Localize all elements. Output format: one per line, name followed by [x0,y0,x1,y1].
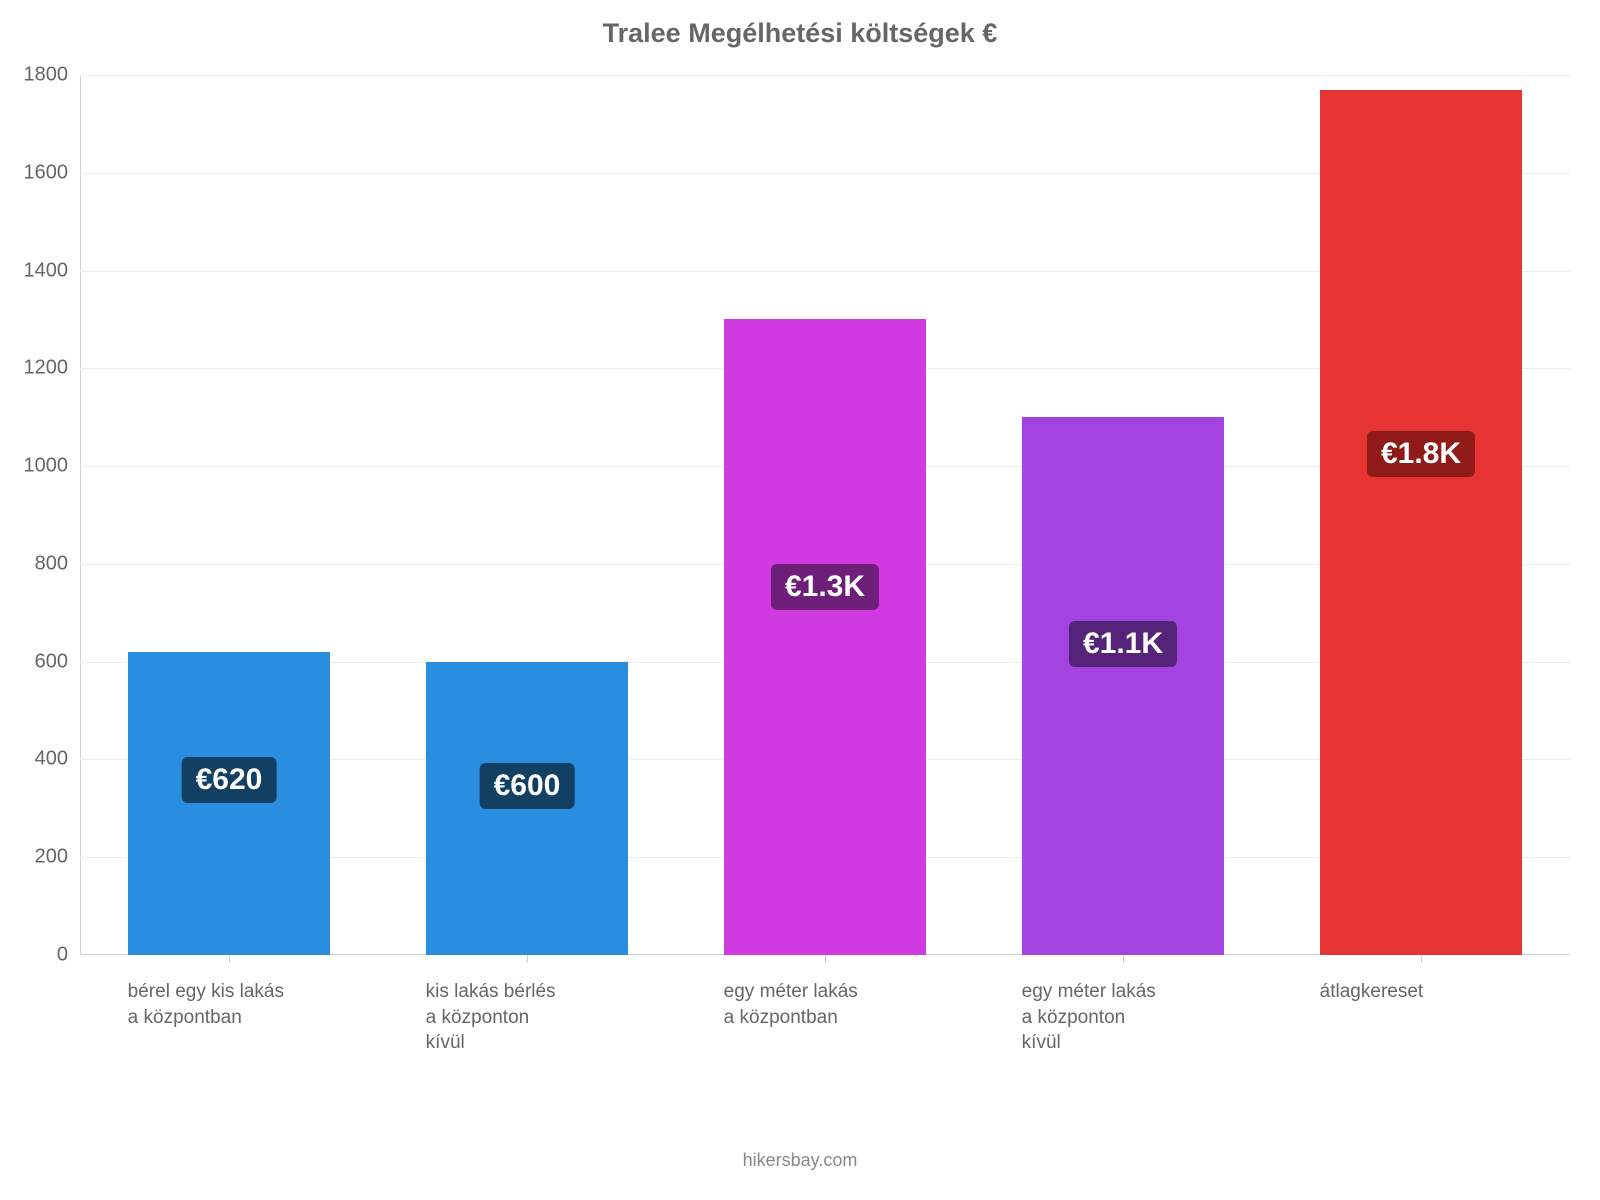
x-tick [527,955,528,963]
y-axis-line [80,75,81,955]
y-tick-label: 0 [57,944,68,967]
y-tick-label: 1200 [24,357,69,380]
bar [724,319,927,955]
value-badge: €600 [480,763,575,809]
attribution-label: hikersbay.com [0,1150,1600,1171]
x-tick [825,955,826,963]
y-tick-label: 600 [35,650,68,673]
y-tick-label: 400 [35,748,68,771]
x-category-label: egy méter lakás a központban [724,979,967,1030]
plot-area: 020040060080010001200140016001800€620bér… [80,75,1570,955]
value-badge: €620 [182,757,277,803]
x-category-label: egy méter lakás a központon kívül [1022,979,1265,1056]
x-tick [1421,955,1422,963]
chart-container: Tralee Megélhetési költségek € 020040060… [0,0,1600,1200]
bar [1320,90,1523,955]
x-category-label: bérel egy kis lakás a központban [128,979,371,1030]
y-tick-label: 200 [35,846,68,869]
bar [128,652,331,955]
y-tick-label: 1600 [24,161,69,184]
value-badge: €1.1K [1069,621,1177,667]
value-badge: €1.8K [1367,431,1475,477]
value-badge: €1.3K [771,564,879,610]
chart-title: Tralee Megélhetési költségek € [0,18,1600,49]
x-tick [229,955,230,963]
y-tick-label: 800 [35,552,68,575]
y-tick-label: 1000 [24,455,69,478]
bar [1022,417,1225,955]
y-tick-label: 1400 [24,259,69,282]
x-tick [1123,955,1124,963]
x-category-label: átlagkereset [1320,979,1563,1005]
y-tick-label: 1800 [24,64,69,87]
grid-line [80,75,1570,76]
x-category-label: kis lakás bérlés a központon kívül [426,979,669,1056]
